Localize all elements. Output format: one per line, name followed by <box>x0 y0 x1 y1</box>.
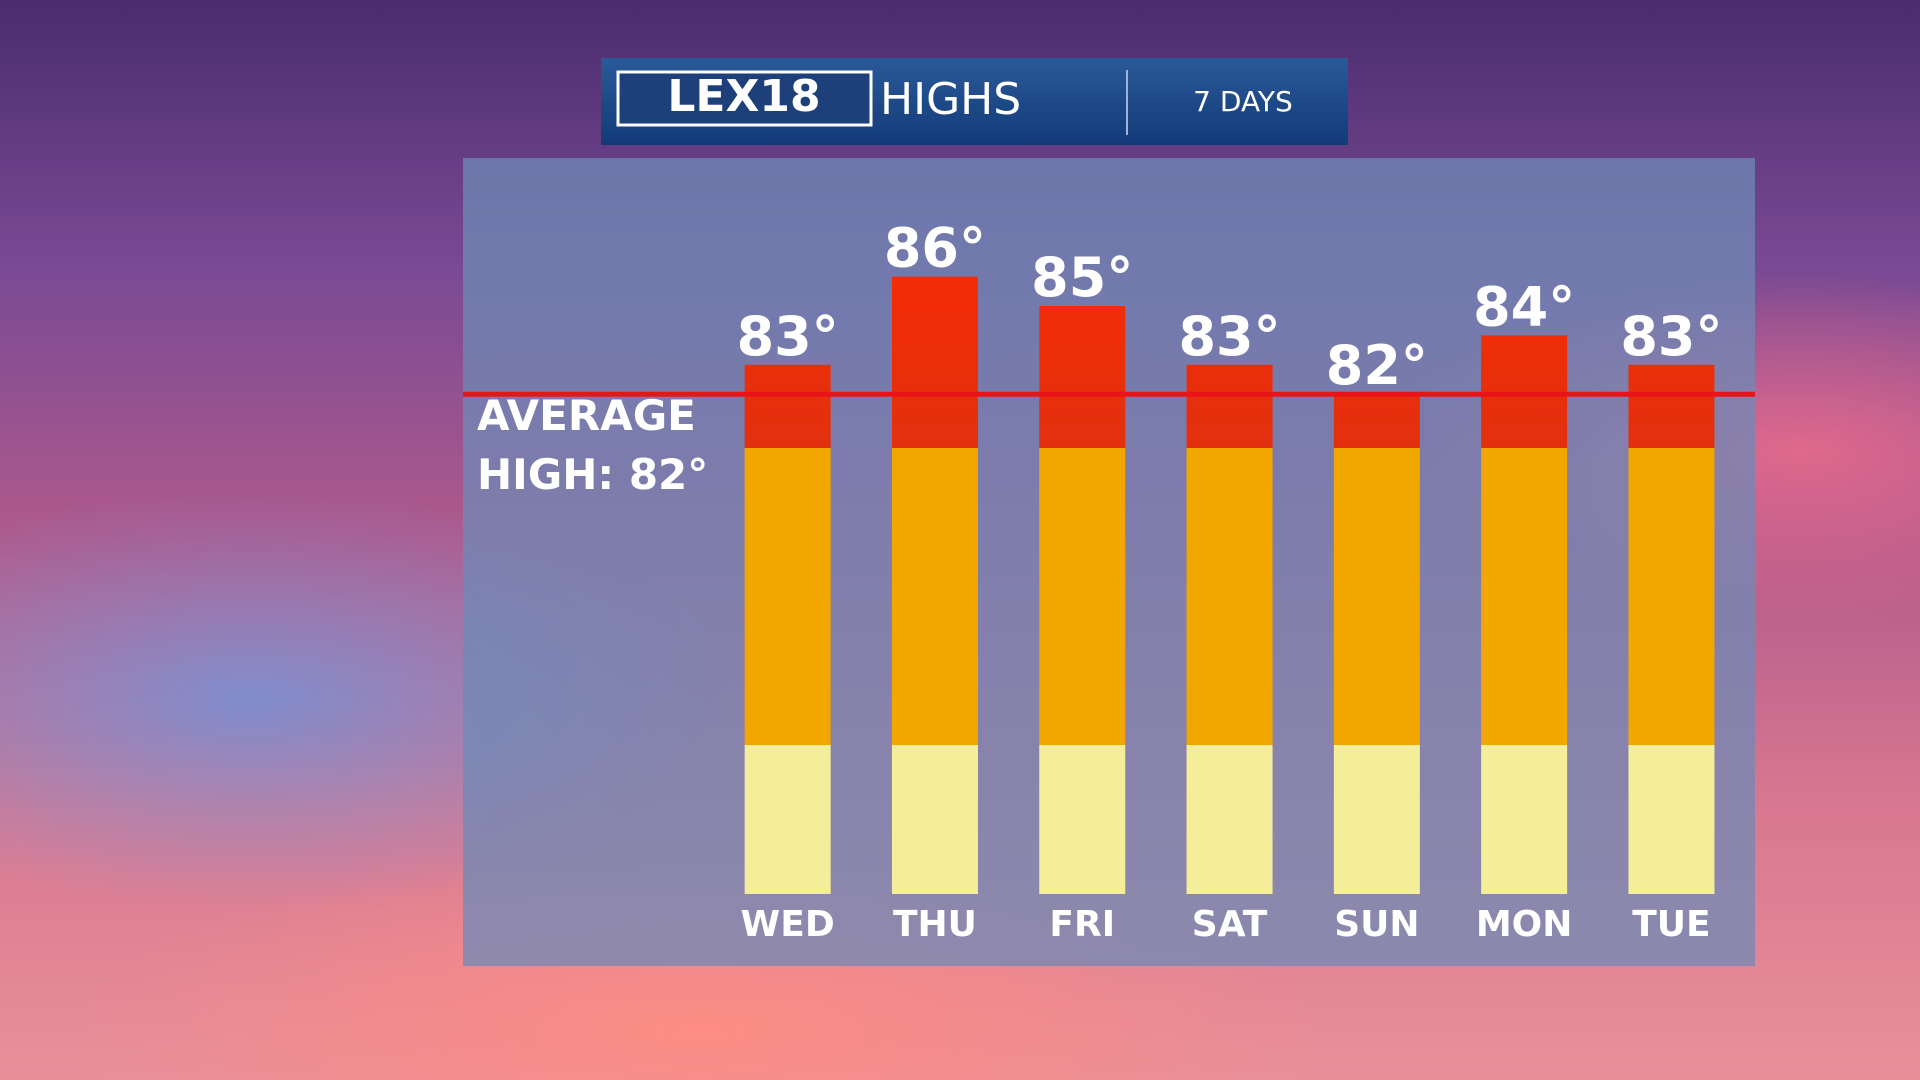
x-tick-label: WED <box>741 904 835 945</box>
x-tick-label: FRI <box>1049 904 1115 945</box>
x-tick-label: SAT <box>1192 904 1268 945</box>
value-label: 85° <box>1031 246 1133 309</box>
bar <box>1039 306 1126 894</box>
average-label: HIGH: 82° <box>477 450 708 499</box>
value-label: 83° <box>1178 305 1280 368</box>
value-label: 86° <box>884 217 986 280</box>
value-label: 82° <box>1326 334 1428 397</box>
header-period: 7 DAYS <box>1193 85 1293 118</box>
x-tick-label: TUE <box>1632 904 1710 945</box>
value-label: 84° <box>1473 275 1575 338</box>
bar <box>1333 394 1420 894</box>
x-tick-label: THU <box>893 904 977 945</box>
x-tick-label: MON <box>1476 904 1573 945</box>
header-title: HIGHS <box>880 74 1021 125</box>
bar <box>1186 364 1273 894</box>
logo: LEX18 <box>667 71 820 122</box>
x-tick-label: SUN <box>1334 904 1419 945</box>
logo-box <box>616 70 873 127</box>
bar <box>1628 364 1715 894</box>
bar <box>744 364 831 894</box>
value-label: 83° <box>737 305 839 368</box>
bar <box>1481 335 1568 894</box>
bar <box>891 276 978 895</box>
average-label: AVERAGE <box>477 391 696 440</box>
value-label: 83° <box>1620 305 1722 368</box>
